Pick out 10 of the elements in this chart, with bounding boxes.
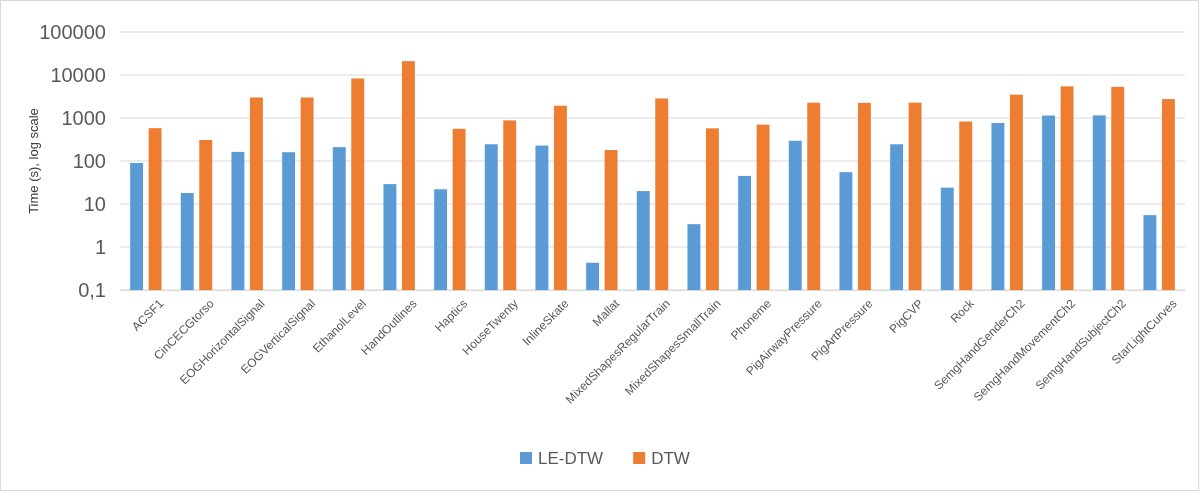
y-tick-label: 1000 — [61, 106, 106, 129]
legend-label: DTW — [651, 449, 690, 468]
y-axis-title: Time (s), log scale — [26, 108, 41, 214]
y-tick-label: 100 — [72, 149, 106, 172]
y-tick-label: 10 — [83, 192, 106, 215]
y-tick-label: 10000 — [50, 63, 106, 86]
y-tick-label: 100000 — [39, 20, 106, 43]
y-tick-label: 0,1 — [78, 278, 106, 301]
y-tick-label: 1 — [94, 235, 106, 258]
legend-label: LE-DTW — [538, 449, 604, 468]
